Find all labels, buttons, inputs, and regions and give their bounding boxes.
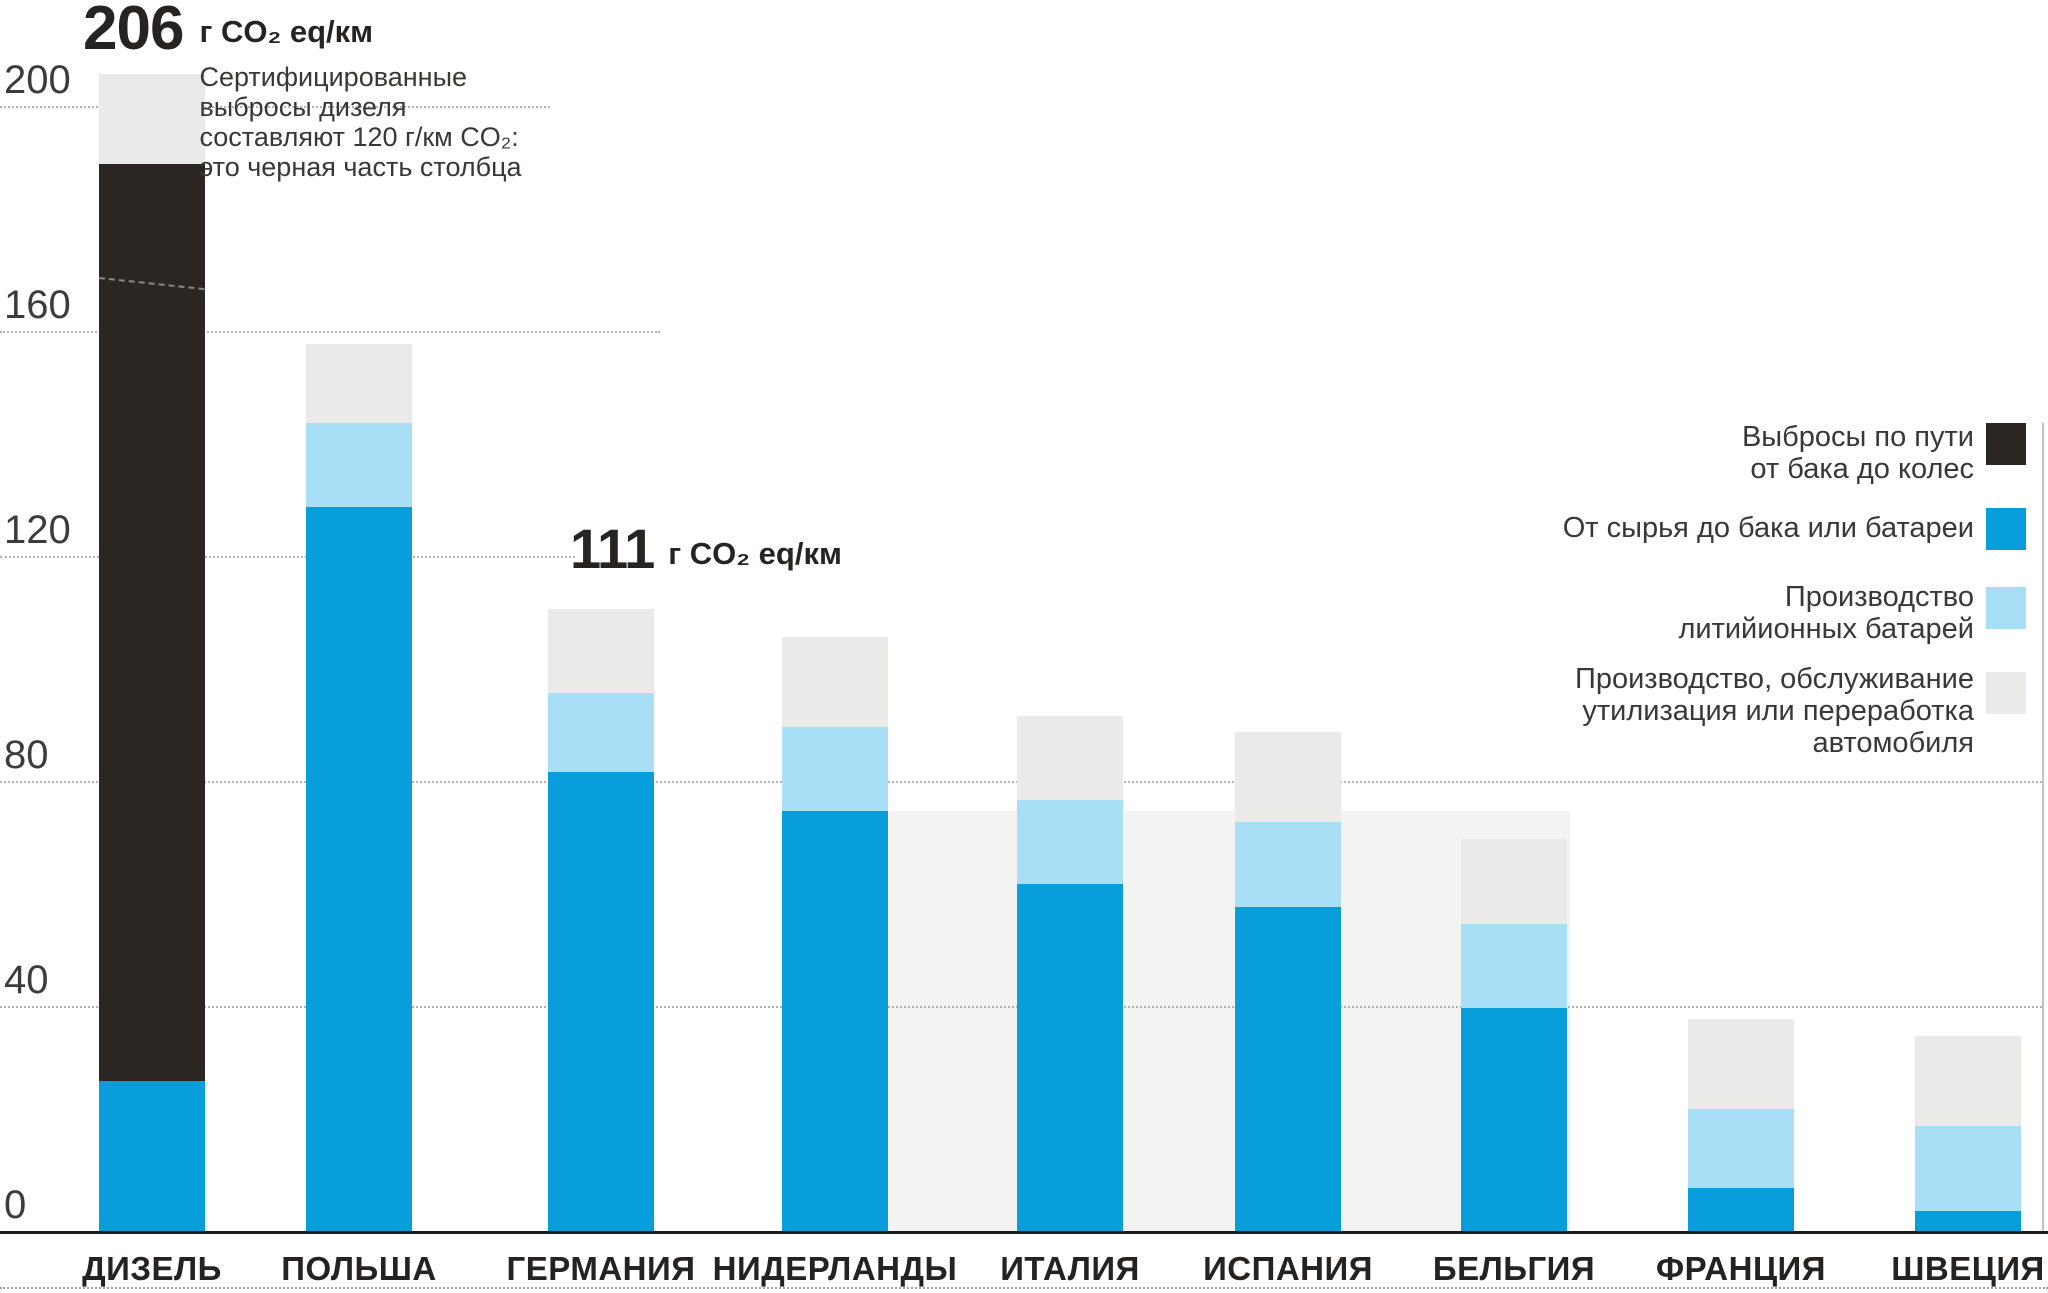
bar-sweden-segment-0	[1915, 1210, 2021, 1233]
bar-sweden-segment-2	[1915, 1126, 2021, 1211]
legend-swatch-2	[1986, 587, 2026, 629]
x-label-diesel: ДИЗЕЛЬ	[82, 1250, 222, 1287]
bar-germany-segment-3	[548, 608, 654, 693]
bar-diesel-segment-0	[99, 1081, 205, 1233]
legend-swatch-0	[1986, 423, 2026, 465]
bar-italy-segment-3	[1017, 715, 1123, 800]
diesel-annotation-text-block: г CO₂ eq/км Сертифицированные выбросы ди…	[199, 2, 521, 182]
bar-italy-segment-0	[1017, 884, 1123, 1233]
y-tick-label-80: 80	[4, 733, 49, 777]
germany-annotation-text-block: г CO₂ eq/км	[668, 524, 842, 572]
bar-belgium-segment-0	[1461, 1008, 1567, 1233]
y-tick-label-200: 200	[4, 58, 71, 102]
diesel-total-value: 206	[83, 0, 184, 63]
bar-poland-segment-2	[306, 423, 412, 508]
bar-belgium-segment-3	[1461, 839, 1567, 924]
bar-netherlands-segment-0	[782, 811, 888, 1233]
diesel-total-annotation: 206 г CO₂ eq/км Сертифицированные выброс…	[83, 0, 522, 182]
bar-sweden-segment-3	[1915, 1036, 2021, 1127]
x-label-poland: ПОЛЬША	[281, 1250, 437, 1287]
legend-label-0: Выбросы по пути от бака до колес	[1741, 421, 1974, 485]
bar-diesel-segment-1	[99, 164, 205, 1082]
bar-spain-segment-3	[1235, 732, 1341, 823]
bar-france-segment-0	[1688, 1188, 1794, 1233]
x-label-italy: ИТАЛИЯ	[1000, 1250, 1140, 1287]
x-label-sweden: ШВЕЦИЯ	[1891, 1250, 2045, 1287]
bar-spain-segment-2	[1235, 822, 1341, 907]
bar-france-segment-2	[1688, 1109, 1794, 1188]
legend-label-3: Производство, обслуживание утилизация ил…	[1574, 663, 1974, 759]
legend-swatch-3	[1986, 672, 2026, 714]
plot-right-border	[2042, 423, 2044, 1233]
legend-label-1: От сырья до бака или батареи	[1562, 512, 1974, 544]
legend-swatch-1	[1986, 508, 2026, 550]
x-label-netherlands: НИДЕРЛАНДЫ	[712, 1250, 958, 1287]
y-tick-label-160: 160	[4, 283, 71, 327]
germany-total-unit: г CO₂ eq/км	[668, 536, 842, 571]
y-tick-label-40: 40	[4, 958, 49, 1002]
gridline-120	[0, 556, 575, 558]
bar-spain-segment-0	[1235, 906, 1341, 1233]
x-label-germany: ГЕРМАНИЯ	[506, 1250, 696, 1287]
x-label-spain: ИСПАНИЯ	[1203, 1250, 1373, 1287]
gridline-160	[0, 331, 660, 333]
bar-germany-segment-0	[548, 771, 654, 1233]
bar-germany-segment-2	[548, 693, 654, 772]
x-label-belgium: БЕЛЬГИЯ	[1432, 1250, 1596, 1287]
legend-label-2: Производство литийионных батарей	[1678, 581, 1974, 645]
germany-total-value: 111	[570, 517, 655, 580]
germany-total-annotation: 111 г CO₂ eq/км	[570, 517, 842, 580]
x-axis-line	[0, 1231, 2048, 1234]
y-tick-label-120: 120	[4, 508, 71, 552]
bar-diesel-segment-3	[99, 74, 205, 165]
bar-poland-segment-3	[306, 344, 412, 423]
bar-netherlands-segment-3	[782, 636, 888, 727]
x-label-france: ФРАНЦИЯ	[1656, 1250, 1826, 1287]
bar-france-segment-3	[1688, 1019, 1794, 1110]
diesel-total-unit: г CO₂ eq/км	[199, 14, 374, 49]
diesel-note: Сертифицированные выбросы дизеля составл…	[199, 62, 522, 182]
bar-poland-segment-0	[306, 507, 412, 1233]
bar-belgium-segment-2	[1461, 923, 1567, 1008]
bar-italy-segment-2	[1017, 799, 1123, 885]
gridline-200	[0, 106, 550, 108]
y-tick-label-0: 0	[4, 1183, 27, 1227]
bottom-dotted-line	[0, 1287, 2048, 1289]
bar-netherlands-segment-2	[782, 726, 888, 812]
highlight-band	[889, 811, 1570, 1233]
